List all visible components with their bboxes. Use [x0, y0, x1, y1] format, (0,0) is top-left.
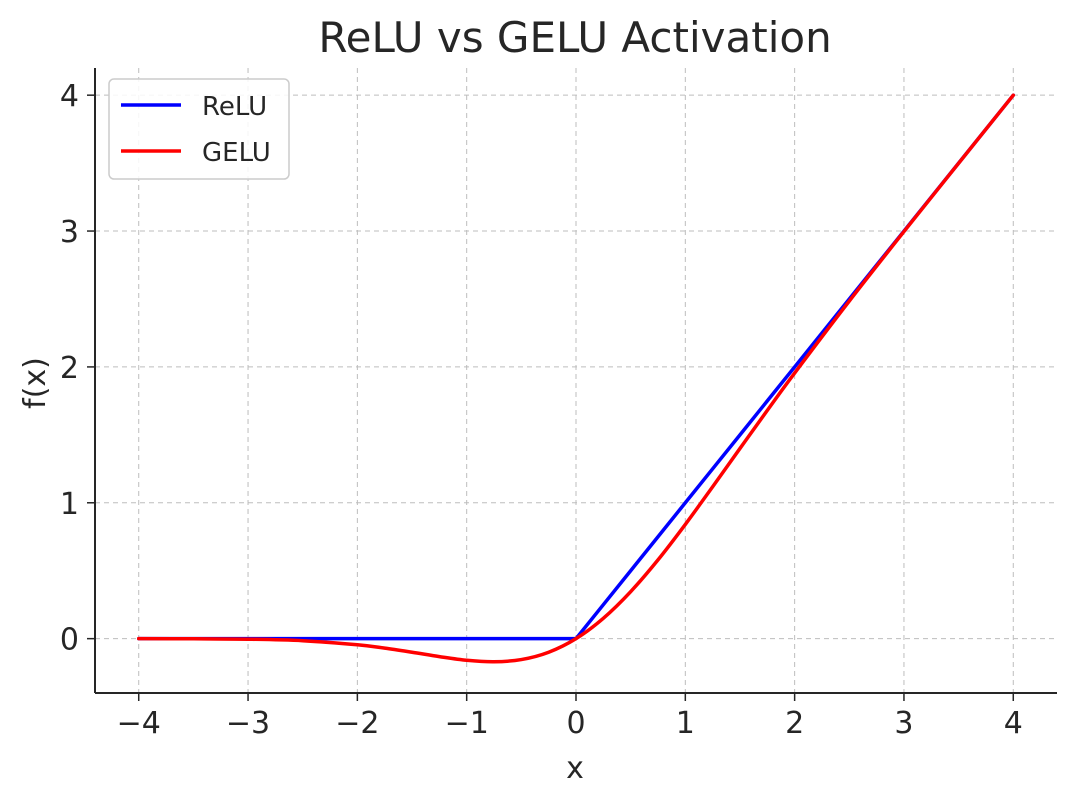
series-lines	[136, 93, 1016, 664]
y-tick-label: 3	[60, 215, 79, 250]
legend-label-gelu: GELU	[202, 138, 271, 168]
x-tick-label: 1	[676, 706, 695, 741]
x-tick-label: 4	[1004, 706, 1023, 741]
y-axis-label: f(x)	[18, 357, 53, 409]
legend-label-relu: ReLU	[202, 92, 267, 122]
series-line-gelu	[136, 93, 1016, 664]
y-tick-label: 4	[60, 79, 79, 114]
y-axis-ticks: 0 1 2 3 4	[60, 79, 95, 658]
y-tick-label: 1	[60, 487, 79, 522]
x-tick-label: 0	[566, 706, 585, 741]
x-tick-label: −1	[445, 706, 489, 741]
x-tick-label: 2	[785, 706, 804, 741]
y-tick-label: 0	[60, 623, 79, 658]
x-axis-label: x	[566, 751, 584, 786]
x-tick-label: −2	[335, 706, 379, 741]
legend: ReLU GELU	[108, 78, 290, 180]
x-tick-label: −4	[117, 706, 161, 741]
chart-title: ReLU vs GELU Activation	[318, 13, 831, 62]
x-tick-label: 3	[894, 706, 913, 741]
x-axis-ticks: −4 −3 −2 −1 0 1 2 3 4	[117, 693, 1023, 741]
x-tick-label: −3	[226, 706, 270, 741]
y-tick-label: 2	[60, 351, 79, 386]
